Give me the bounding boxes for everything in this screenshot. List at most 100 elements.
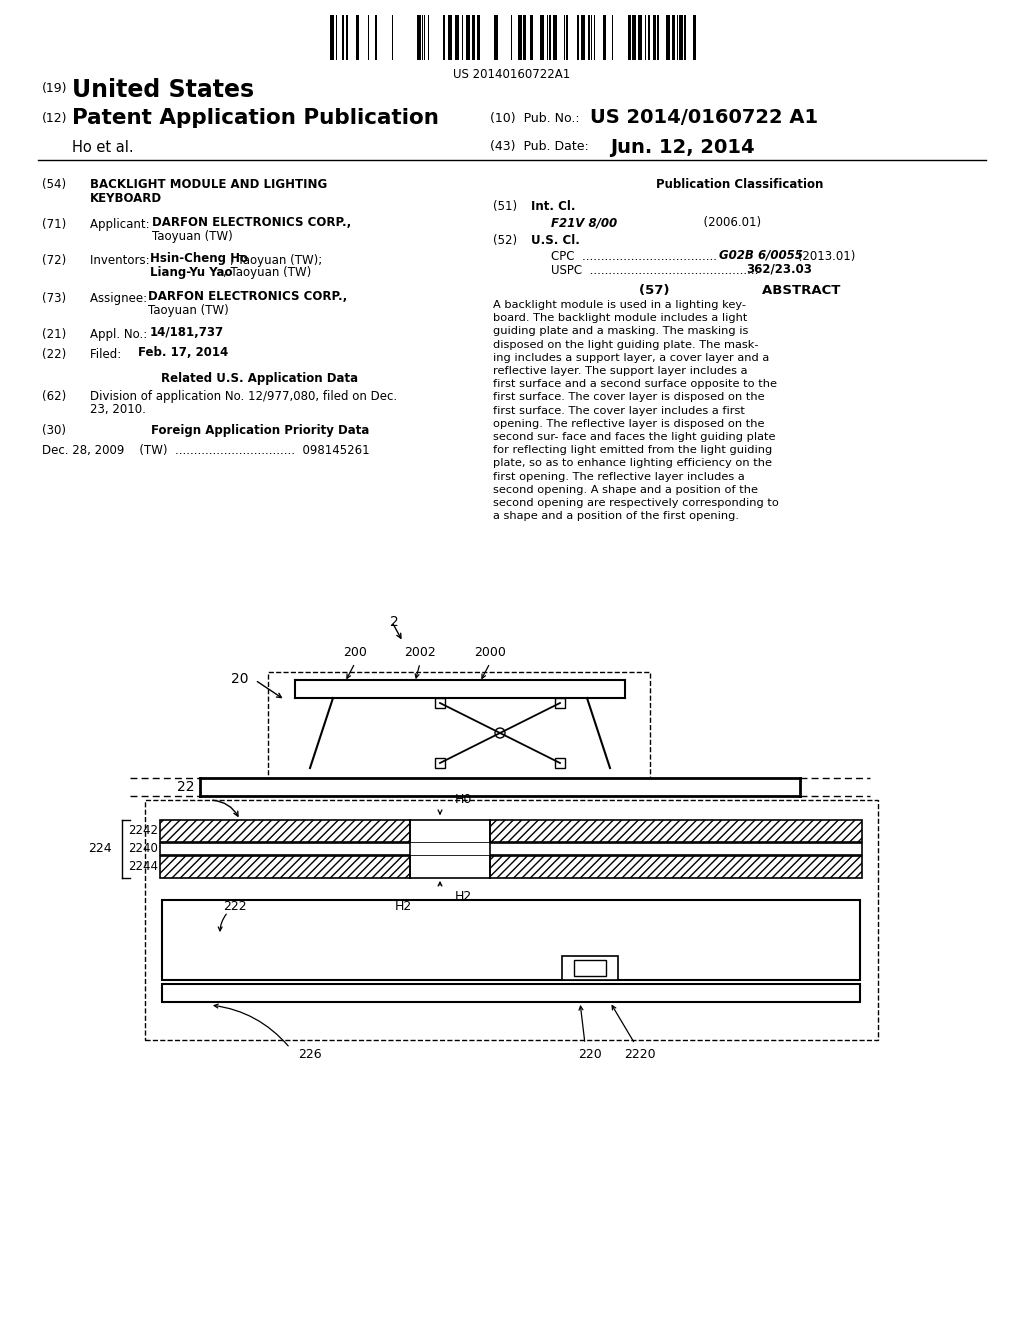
Text: 220: 220 (579, 1048, 602, 1061)
Text: 2242: 2242 (128, 825, 158, 837)
Text: , Taoyuan (TW): , Taoyuan (TW) (223, 267, 311, 279)
Text: DARFON ELECTRONICS CORP.,: DARFON ELECTRONICS CORP., (148, 290, 347, 304)
Text: ing includes a support layer, a cover layer and a: ing includes a support layer, a cover la… (493, 352, 769, 363)
Bar (553, 15, 557, 59)
Text: Taoyuan (TW): Taoyuan (TW) (152, 230, 232, 243)
Bar (410, 843, 490, 855)
Text: 14/181,737: 14/181,737 (150, 326, 224, 339)
Text: 22: 22 (177, 780, 195, 795)
Bar (648, 15, 650, 59)
Bar (632, 15, 636, 59)
Circle shape (495, 729, 505, 738)
Bar (455, 15, 459, 59)
Text: G02B 6/0055: G02B 6/0055 (719, 248, 803, 261)
Text: Related U.S. Application Data: Related U.S. Application Data (162, 372, 358, 385)
Text: 23, 2010.: 23, 2010. (90, 403, 145, 416)
Bar (417, 15, 421, 59)
Bar (466, 15, 470, 59)
Text: 2: 2 (390, 615, 398, 630)
Text: United States: United States (72, 78, 254, 102)
Bar (672, 15, 675, 59)
Bar (342, 15, 344, 59)
Bar (638, 15, 642, 59)
Bar (490, 855, 862, 878)
Text: DARFON ELECTRONICS CORP.,: DARFON ELECTRONICS CORP., (152, 216, 351, 228)
Bar (653, 15, 656, 59)
Text: Patent Application Publication: Patent Application Publication (72, 108, 439, 128)
Text: US 2014/0160722 A1: US 2014/0160722 A1 (590, 108, 818, 127)
Bar (494, 15, 498, 59)
Text: 20: 20 (230, 672, 248, 686)
Bar (577, 15, 579, 59)
Bar (628, 15, 631, 59)
Bar (162, 900, 860, 979)
Text: (72): (72) (42, 253, 67, 267)
Text: first surface. The cover layer is disposed on the: first surface. The cover layer is dispos… (493, 392, 765, 403)
Text: (30): (30) (42, 424, 66, 437)
Text: USPC  .............................................: USPC ...................................… (551, 264, 759, 277)
Text: 2244: 2244 (128, 861, 158, 874)
Text: (43)  Pub. Date:: (43) Pub. Date: (490, 140, 589, 153)
Text: Jun. 12, 2014: Jun. 12, 2014 (610, 139, 755, 157)
Bar (666, 15, 670, 59)
Bar (523, 15, 526, 59)
Bar (356, 15, 359, 59)
Bar (162, 983, 860, 1002)
Text: CPC  ....................................: CPC .................................... (551, 249, 717, 263)
Text: Foreign Application Priority Data: Foreign Application Priority Data (151, 424, 370, 437)
Text: disposed on the light guiding plate. The mask-: disposed on the light guiding plate. The… (493, 339, 759, 350)
Bar (435, 758, 445, 768)
Bar (268, 672, 650, 781)
Bar (555, 698, 565, 708)
Text: H2: H2 (455, 890, 472, 903)
Bar (555, 758, 565, 768)
Text: opening. The reflective layer is disposed on the: opening. The reflective layer is dispose… (493, 418, 765, 429)
Text: A backlight module is used in a lighting key-: A backlight module is used in a lighting… (493, 300, 746, 310)
Bar (477, 15, 480, 59)
Text: 226: 226 (298, 1048, 322, 1061)
Text: Hsin-Cheng Ho: Hsin-Cheng Ho (150, 252, 248, 265)
Text: second opening are respectively corresponding to: second opening are respectively correspo… (493, 498, 779, 508)
Bar (562, 956, 618, 979)
Bar (490, 820, 862, 842)
Text: Applicant:: Applicant: (90, 218, 157, 231)
Text: Appl. No.:: Appl. No.: (90, 327, 151, 341)
Text: 2220: 2220 (625, 1048, 655, 1061)
Text: for reflecting light emitted from the light guiding: for reflecting light emitted from the li… (493, 445, 772, 455)
Bar (449, 15, 452, 59)
Bar (574, 960, 606, 975)
Text: , Taoyuan (TW);: , Taoyuan (TW); (230, 253, 323, 267)
Bar (540, 15, 544, 59)
Text: (54): (54) (42, 178, 67, 191)
Bar (346, 15, 348, 59)
Text: (2006.01): (2006.01) (666, 216, 761, 228)
Text: plate, so as to enhance lighting efficiency on the: plate, so as to enhance lighting efficie… (493, 458, 772, 469)
Text: Dec. 28, 2009    (TW)  ................................  098145261: Dec. 28, 2009 (TW) .....................… (42, 444, 370, 457)
Text: H0: H0 (455, 793, 472, 807)
Text: 2000: 2000 (474, 645, 506, 659)
Bar (160, 843, 862, 855)
Bar (518, 15, 522, 59)
Text: 224: 224 (88, 842, 112, 855)
Text: 2240: 2240 (128, 842, 158, 855)
Bar (160, 820, 410, 842)
Bar (330, 15, 334, 59)
Text: Publication Classification: Publication Classification (656, 178, 823, 191)
Bar (566, 15, 568, 59)
Bar (549, 15, 551, 59)
Bar (657, 15, 659, 59)
Text: (21): (21) (42, 327, 67, 341)
Bar (472, 15, 475, 59)
Bar (679, 15, 683, 59)
Text: U.S. Cl.: U.S. Cl. (531, 234, 580, 247)
Text: Int. Cl.: Int. Cl. (531, 201, 575, 213)
Bar (530, 15, 534, 59)
Text: a shape and a position of the first opening.: a shape and a position of the first open… (493, 511, 739, 521)
Text: (12): (12) (42, 112, 68, 125)
Text: (51): (51) (493, 201, 517, 213)
Text: (2013.01): (2013.01) (794, 249, 855, 263)
Text: (73): (73) (42, 292, 67, 305)
Bar (588, 15, 590, 59)
Text: Taoyuan (TW): Taoyuan (TW) (148, 304, 228, 317)
Text: Filed:: Filed: (90, 348, 147, 360)
